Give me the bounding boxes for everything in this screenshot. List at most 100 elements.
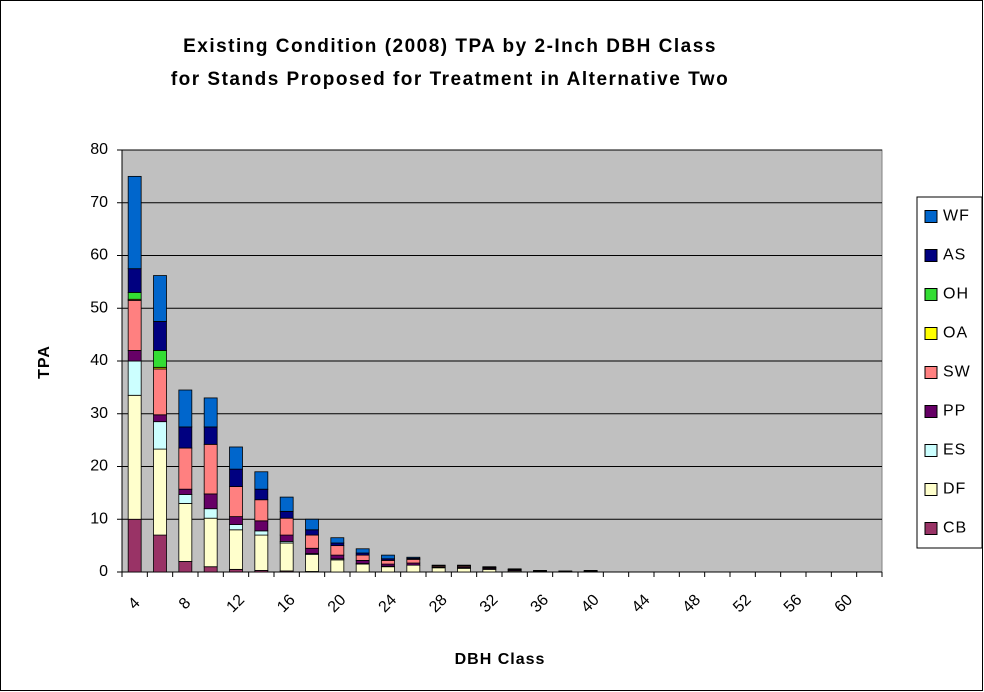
bar-segment bbox=[305, 529, 319, 536]
bar-segment bbox=[254, 471, 269, 490]
bar-segment bbox=[153, 414, 167, 423]
bar-segment bbox=[279, 517, 294, 536]
legend-label: ES bbox=[943, 442, 966, 459]
y-axis-title: TPA bbox=[36, 345, 53, 379]
bar-segment bbox=[229, 486, 243, 518]
bar-segment bbox=[203, 397, 218, 428]
bar-segment bbox=[305, 547, 319, 554]
bar-segment bbox=[533, 570, 547, 572]
bar-segment bbox=[330, 554, 345, 560]
bar-segment bbox=[406, 556, 421, 559]
bar-segment bbox=[203, 426, 218, 445]
bar-segment bbox=[203, 443, 218, 495]
bar-segment bbox=[203, 508, 218, 519]
bar-segment bbox=[178, 561, 193, 573]
bar-segment bbox=[279, 510, 294, 519]
bar-segment bbox=[355, 559, 370, 564]
bar-segment bbox=[229, 529, 243, 570]
bar-segment bbox=[355, 554, 370, 561]
bar-segment bbox=[153, 275, 167, 322]
bar-segment bbox=[305, 518, 319, 531]
bar-segment bbox=[431, 564, 446, 567]
y-tick-label: 20 bbox=[90, 458, 108, 475]
bar-segment bbox=[330, 545, 345, 556]
legend-swatch bbox=[924, 288, 938, 301]
bar-segment bbox=[381, 559, 395, 565]
legend-label: PP bbox=[943, 403, 966, 420]
bar-segment bbox=[178, 426, 193, 449]
bar-segment bbox=[406, 564, 421, 573]
legend-label: OA bbox=[943, 325, 968, 342]
bar-segment bbox=[127, 268, 142, 293]
bar-segment bbox=[355, 563, 370, 573]
bar-segment bbox=[229, 468, 243, 487]
legend-label: SW bbox=[943, 364, 971, 381]
legend-label: WF bbox=[943, 208, 970, 225]
legend-swatch bbox=[924, 444, 938, 457]
bar-segment bbox=[203, 517, 218, 568]
bar-segment bbox=[229, 446, 243, 470]
bar-segment bbox=[203, 566, 218, 573]
bar-segment bbox=[279, 496, 294, 512]
y-tick-label: 10 bbox=[90, 510, 108, 527]
chart-title: for Stands Proposed for Treatment in Alt… bbox=[171, 69, 729, 90]
y-tick-label: 70 bbox=[90, 194, 108, 211]
y-tick-label: 40 bbox=[90, 352, 108, 369]
bar-segment bbox=[457, 567, 471, 573]
y-tick-label: 80 bbox=[90, 141, 108, 158]
bar-segment bbox=[254, 534, 269, 571]
bar-segment bbox=[127, 299, 142, 351]
legend-swatch bbox=[924, 483, 938, 496]
y-tick-label: 60 bbox=[90, 247, 108, 264]
bar-segment bbox=[254, 530, 269, 536]
bar-segment bbox=[229, 524, 243, 531]
bar-segment bbox=[431, 567, 446, 573]
bar-segment bbox=[279, 542, 294, 572]
bar-segment bbox=[127, 360, 142, 396]
bar-segment bbox=[279, 534, 294, 542]
bar-segment bbox=[153, 368, 167, 416]
bar-segment bbox=[127, 350, 142, 362]
bar-segment bbox=[254, 488, 269, 501]
bar-segment bbox=[330, 559, 345, 573]
bar-segment bbox=[153, 321, 167, 351]
legend-label: DF bbox=[943, 481, 966, 498]
bar-segment bbox=[355, 548, 370, 554]
bar-segment bbox=[305, 534, 319, 549]
bar-segment bbox=[330, 537, 345, 544]
bar-segment bbox=[507, 568, 522, 570]
bar-segment bbox=[178, 503, 193, 562]
legend-label: AS bbox=[943, 247, 966, 264]
bar-segment bbox=[305, 554, 319, 572]
bar-segment bbox=[178, 494, 193, 504]
legend-swatch bbox=[924, 522, 938, 535]
legend-swatch bbox=[924, 249, 938, 262]
bar-segment bbox=[153, 350, 167, 368]
bar-segment bbox=[153, 421, 167, 450]
bar-segment bbox=[254, 520, 269, 532]
bar-segment bbox=[127, 175, 142, 270]
legend-swatch bbox=[924, 366, 938, 379]
bar-segment bbox=[153, 534, 167, 573]
legend-label: CB bbox=[943, 520, 967, 537]
y-tick-label: 50 bbox=[90, 299, 108, 316]
bar-segment bbox=[229, 516, 243, 525]
bar-segment bbox=[583, 570, 598, 572]
bar-segment bbox=[127, 394, 142, 520]
bar-segment bbox=[178, 447, 193, 490]
x-axis-title: DBH Class bbox=[455, 651, 546, 668]
legend-label: OH bbox=[943, 286, 969, 303]
legend-swatch bbox=[924, 405, 938, 418]
bar-segment bbox=[558, 570, 573, 572]
bar-segment bbox=[482, 566, 497, 568]
bar-segment bbox=[381, 554, 395, 560]
bar-segment bbox=[127, 518, 142, 573]
y-tick-label: 0 bbox=[99, 563, 108, 580]
bar-segment bbox=[457, 564, 471, 567]
bar-segment bbox=[153, 448, 167, 536]
chart-title: Existing Condition (2008) TPA by 2-Inch … bbox=[183, 36, 717, 57]
bar-segment bbox=[178, 389, 193, 428]
legend-swatch bbox=[924, 210, 938, 223]
legend-swatch bbox=[924, 327, 938, 340]
